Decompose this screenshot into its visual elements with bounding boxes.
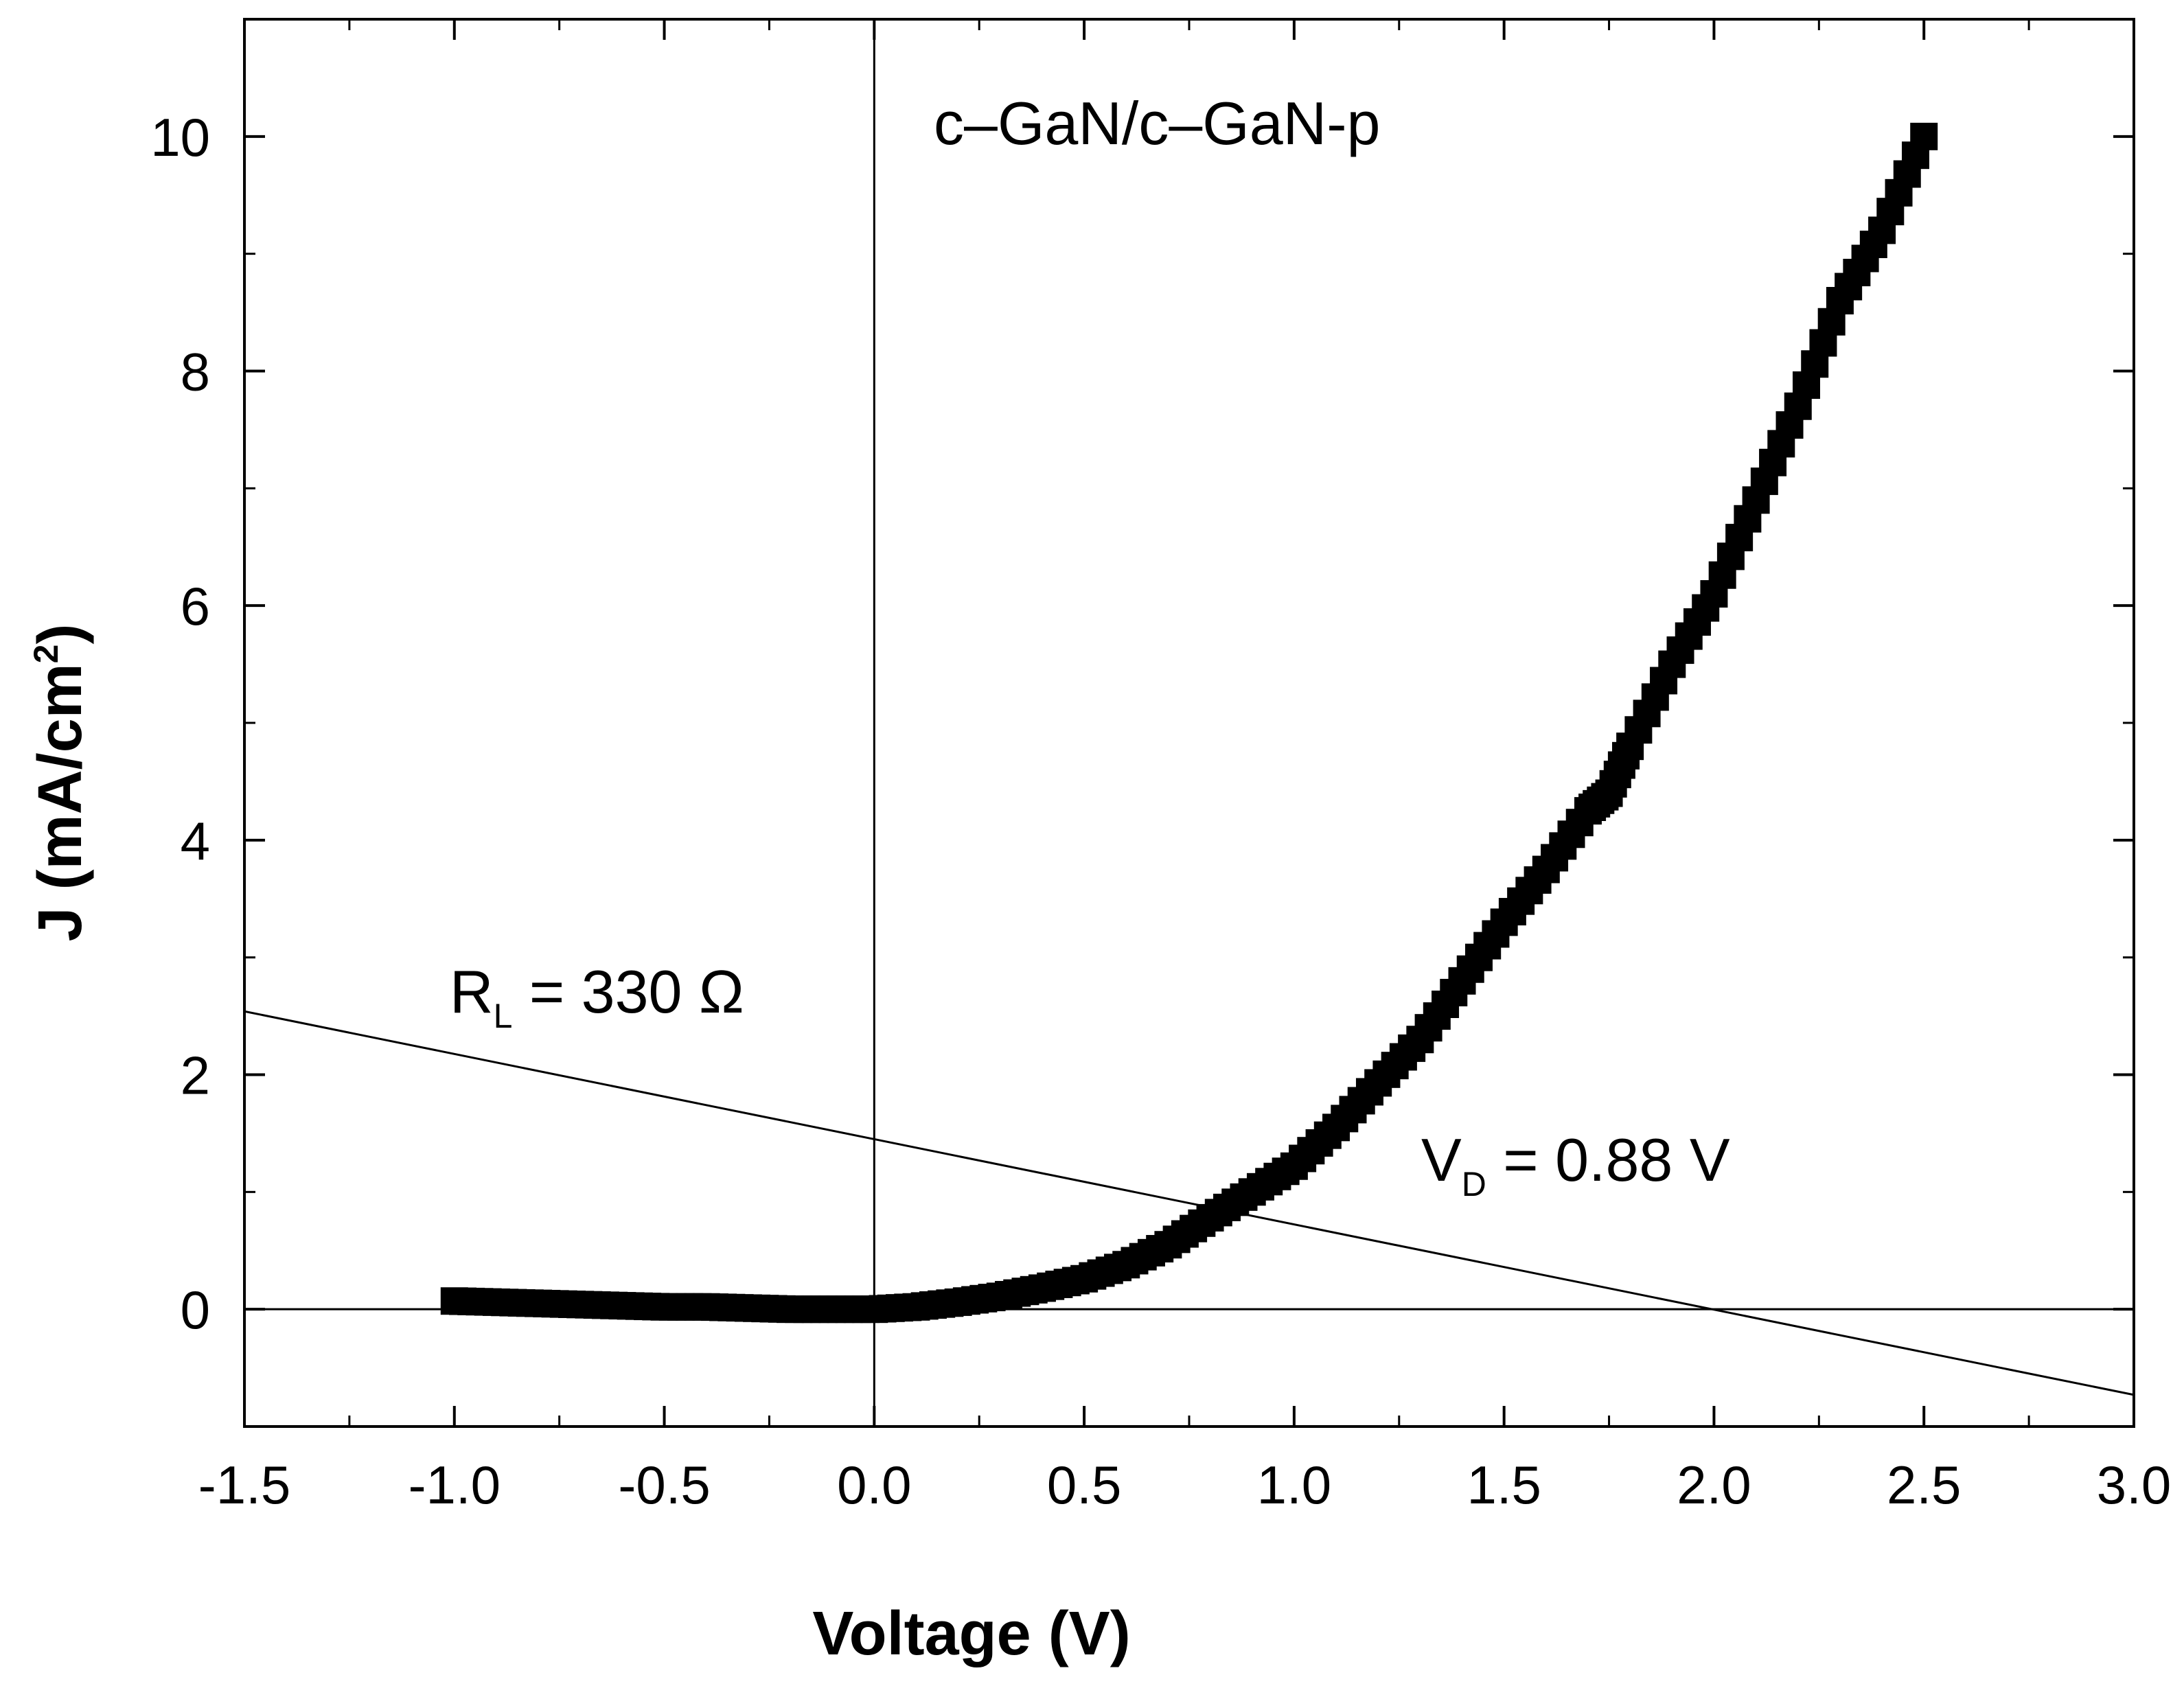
data-series xyxy=(440,122,1938,1324)
x-tick-label: 0.0 xyxy=(837,1455,911,1515)
y-tick-label: 4 xyxy=(181,811,210,871)
load-line-group xyxy=(244,1010,2135,1396)
load-resistance-annotation: RL = 330 Ω xyxy=(450,958,744,1035)
x-tick-label: -1.0 xyxy=(409,1455,501,1515)
x-tick-label: -1.5 xyxy=(198,1455,290,1515)
x-axis-ticks: -1.5 -1.0 -0.5 0.0 0.5 1.0 1.5 2.0 2.5 3.0 xyxy=(198,19,2171,1515)
x-tick-label: 0.5 xyxy=(1047,1455,1121,1515)
y-tick-label: 8 xyxy=(181,342,210,402)
x-tick-label: 3.0 xyxy=(2097,1455,2171,1515)
y-tick-label: 6 xyxy=(181,576,210,636)
x-tick-label: -0.5 xyxy=(618,1455,710,1515)
load-line xyxy=(244,1010,2135,1396)
chart-title: c–GaN/c–GaN-p xyxy=(934,89,1380,157)
y-tick-label: 10 xyxy=(150,107,210,168)
x-axis-title: Voltage (V) xyxy=(812,1600,1130,1668)
y-tick-label: 2 xyxy=(181,1046,210,1106)
y-tick-label: 0 xyxy=(181,1280,210,1340)
x-tick-label: 1.0 xyxy=(1257,1455,1331,1515)
y-axis-title: J (mA/cm2) xyxy=(26,624,95,942)
x-tick-label: 2.0 xyxy=(1677,1455,1751,1515)
data-point xyxy=(1910,122,1938,150)
x-tick-label: 2.5 xyxy=(1887,1455,1961,1515)
diode-voltage-annotation: VD = 0.88 V xyxy=(1421,1126,1730,1203)
y-axis-ticks: 0 2 4 6 8 10 xyxy=(150,18,2134,1428)
x-tick-label: 1.5 xyxy=(1467,1455,1541,1515)
